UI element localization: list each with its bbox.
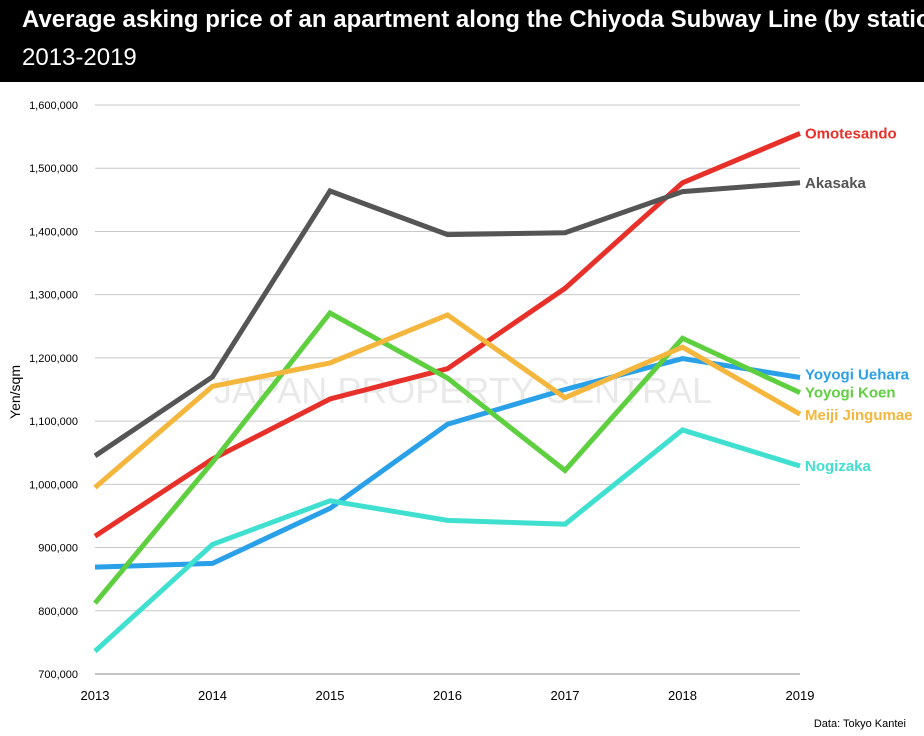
y-tick-label: 1,100,000 [29,416,78,428]
y-tick-label: 1,000,000 [29,479,78,491]
x-tick-label: 2016 [433,688,462,703]
series-line-yoyogi-uehara [94,355,801,570]
x-tick-label: 2014 [198,688,227,703]
source-note: Data: Tokyo Kantei [813,718,906,730]
series-label-yoyogi-uehara: Yoyogi Uehara [805,366,910,383]
x-tick-label: 2018 [668,688,697,703]
y-tick-label: 1,200,000 [29,353,78,365]
series-label-yoyogi-koen: Yoyogi Koen [805,385,896,402]
series-line-nogizaka [93,427,801,654]
y-tick-label: 1,400,000 [29,226,78,238]
x-tick-label: 2017 [551,688,580,703]
series-label-meiji-jingumae: Meiji Jingumae [805,407,913,424]
series-label-nogizaka: Nogizaka [805,458,872,475]
y-tick-label: 700,000 [38,669,78,681]
y-tick-label: 800,000 [38,606,78,618]
y-tick-label: 1,500,000 [29,163,78,175]
x-tick-label: 2015 [316,688,345,703]
x-tick-label: 2013 [81,688,110,703]
chart-header: Average asking price of an apartment alo… [0,0,924,82]
series-label-omotesando: Omotesando [805,125,897,142]
y-tick-label: 1,600,000 [29,100,78,112]
chart-title: Average asking price of an apartment alo… [22,6,924,33]
series-line-akasaka [93,180,801,458]
line-chart: JAPAN PROPERTY CENTRAL 700,000800,000900… [7,100,913,703]
y-axis-label: Yen/sqm [7,365,23,419]
chart-subtitle: 2013-2019 [22,44,137,71]
series-label-akasaka: Akasaka [805,175,867,192]
series-line-yoyogi-koen [93,309,802,605]
series-line-meiji-jingumae [93,312,802,490]
y-tick-label: 1,300,000 [29,290,78,302]
x-tick-label: 2019 [786,688,815,703]
y-tick-label: 900,000 [38,543,78,555]
